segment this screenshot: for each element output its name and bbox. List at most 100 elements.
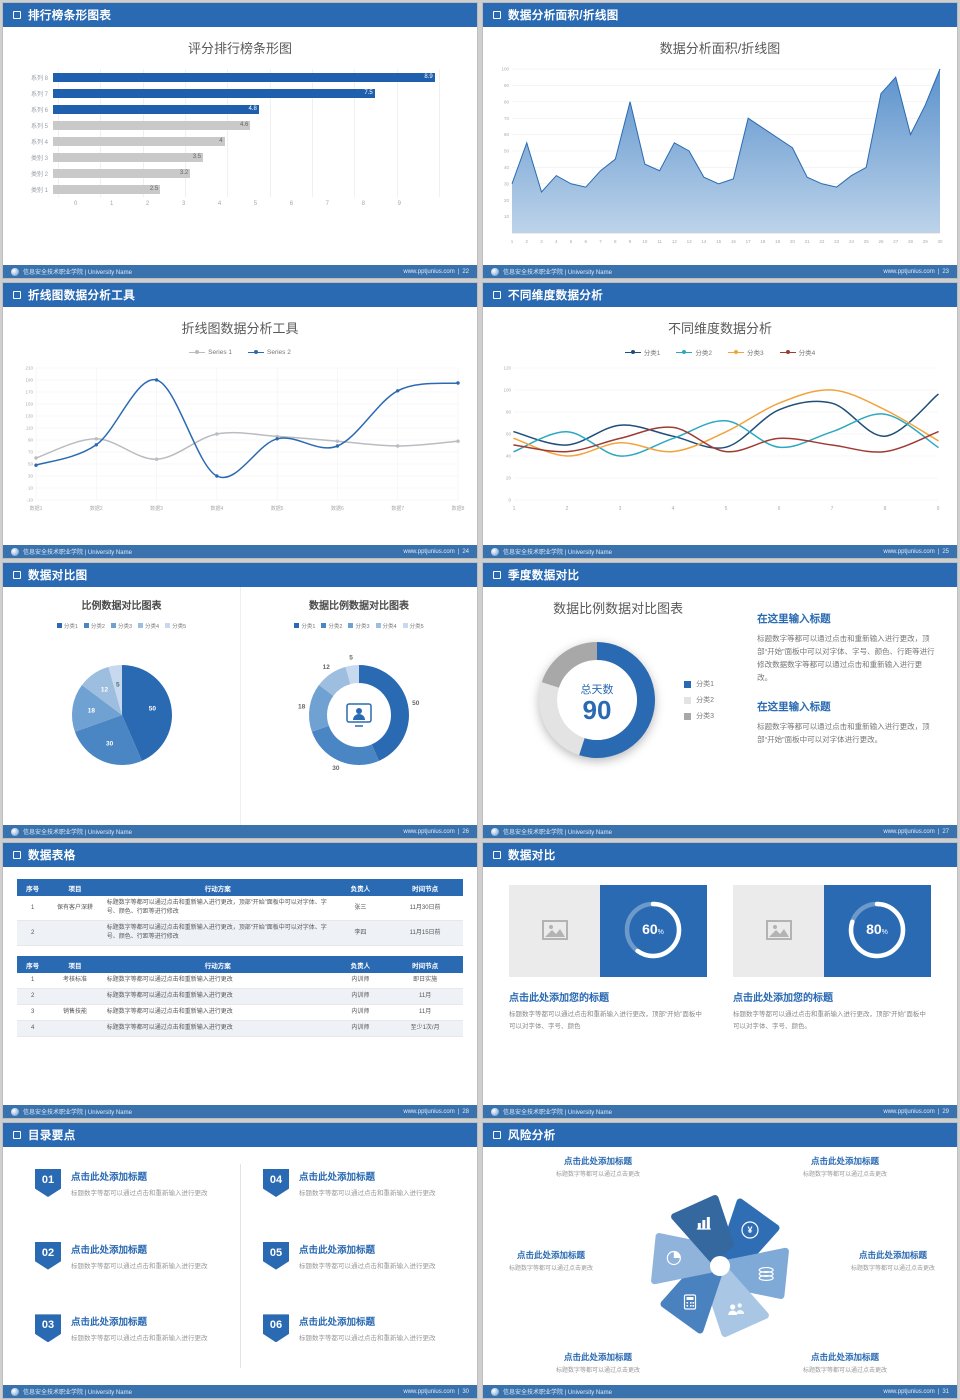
block-body: 标题数字等都可以通过点击和重新输入进行更改，顶部“开始”面板中可以对字体、字号、…	[757, 634, 935, 683]
pie-chart: 50 30 18 12 5	[71, 665, 172, 765]
legend-marker	[684, 680, 692, 688]
agenda-title: 点击此处添加标题	[299, 1172, 376, 1183]
slide-pie-comparison[interactable]: 数据对比图 比例数据对比图表 分类1 分类2 分类3 分类4 分类5 50 30 18 12 5…	[2, 562, 478, 839]
svg-text:23: 23	[834, 239, 840, 244]
bar-value: 8.9	[424, 74, 433, 80]
chart-title: 数据比例数据对比图表	[309, 601, 409, 612]
footer-site: www.pptjunius.com	[403, 1108, 455, 1115]
svg-text:40: 40	[506, 454, 512, 459]
slide-area-chart[interactable]: 数据分析面积/折线图 数据分析面积/折线图 10 20 30 40 50 60 70 80 90…	[482, 2, 958, 279]
slide-percent-comparison[interactable]: 数据对比 60% 点击此处添加您的标题 标题数字等都可以通过点击和重新输入进行更…	[482, 842, 958, 1119]
svg-text:60: 60	[504, 132, 510, 137]
square-bullet-icon	[493, 1131, 501, 1139]
pinwheel-label-title: 点击此处添加标题	[563, 1156, 632, 1166]
legend-item: 分类1	[294, 622, 315, 630]
legend-label: 分类2	[695, 350, 712, 358]
svg-text:16: 16	[731, 239, 737, 244]
legend-label: 分类2	[696, 697, 715, 704]
percent-card: 80% 点击此处添加您的标题 标题数字等都可以通过点击和重新输入进行更改，顶部“…	[733, 885, 931, 1032]
table-cell: 1	[17, 973, 49, 989]
table-cell: 即日实施	[387, 973, 463, 989]
logo-icon	[491, 547, 499, 556]
svg-text:50: 50	[28, 462, 34, 467]
table-header-row: 序号 项目 行动方案 负责人 时间节点	[17, 879, 463, 896]
bar: 8.9	[53, 72, 435, 82]
legend-marker	[138, 623, 144, 628]
square-bullet-icon	[493, 11, 501, 19]
svg-text:30: 30	[106, 740, 114, 747]
legend-item: 分类3	[684, 711, 714, 721]
agenda-description: 标题数字等都可以通过点击和重新输入进行更改	[71, 1335, 208, 1343]
slide-quarter-comparison[interactable]: 季度数据对比 数据比例数据对比图表 总天数 90 分类1 分类2 分类3	[482, 562, 958, 839]
svg-text:20: 20	[790, 239, 796, 244]
svg-text:18: 18	[87, 707, 95, 714]
legend-label: 分类1	[643, 350, 661, 358]
pinwheel-label: 点击此处添加标题 标题数字等都可以通过点击更改	[487, 1249, 615, 1272]
axis-tick: 9	[397, 201, 401, 207]
column-header: 项目	[48, 956, 102, 973]
slide-agenda-points[interactable]: 目录要点 01 点击此处添加标题 标题数字等都可以通过点击和重新输入进行更改 02 点击…	[2, 1122, 478, 1399]
svg-text:210: 210	[25, 366, 33, 371]
slide-header: 排行榜条形图表	[3, 3, 477, 27]
number-badge: 05	[263, 1241, 289, 1270]
logo-icon	[491, 1107, 499, 1116]
slide-header-title: 排行榜条形图表	[28, 10, 112, 22]
agenda-item: 01 点击此处添加标题 标题数字等都可以通过点击和重新输入进行更改	[35, 1161, 217, 1234]
svg-text:30: 30	[28, 474, 34, 479]
svg-text:8: 8	[884, 506, 887, 512]
agenda-item: 04 点击此处添加标题 标题数字等都可以通过点击和重新输入进行更改	[263, 1161, 445, 1234]
svg-text:30: 30	[937, 239, 943, 244]
axis-tick: 6	[289, 201, 294, 207]
svg-text:70: 70	[504, 116, 510, 121]
slide-footer: 信息安全技术职业学院 | University Name www.pptjuni…	[483, 545, 957, 558]
svg-text:12: 12	[672, 239, 678, 244]
data-table-1: 序号 项目 行动方案 负责人 时间节点 1 保有客户深耕 标题数字等都可以通过点击和重新输入进…	[17, 879, 463, 946]
svg-text:9: 9	[629, 239, 632, 244]
column-header: 行动方案	[101, 956, 334, 973]
slide-line-chart-tool[interactable]: 折线图数据分析工具 折线图数据分析工具 Series 1 Series 2 -10…	[2, 282, 478, 559]
svg-text:100: 100	[503, 388, 511, 393]
table-cell: 内训师	[333, 988, 388, 1005]
slide-header: 目录要点	[3, 1123, 477, 1147]
x-axis: 0 1 2 3 4 5 6 7 8 9	[74, 201, 401, 207]
slide-header: 风险分析	[483, 1123, 957, 1147]
slide-bar-ranking[interactable]: 排行榜条形图表 评分排行榜条形图 系列 8 8.9 系列 7 7.5 系列 6 4.8 系列…	[2, 2, 478, 279]
slide-footer: 信息安全技术职业学院 | University Name www.pptjuni…	[3, 825, 477, 838]
slide-header-title: 不同维度数据分析	[508, 290, 604, 302]
legend-label: 分类4	[382, 623, 397, 630]
footer-page-number: 22	[462, 268, 469, 275]
legend-item: 分类2	[321, 622, 342, 630]
legend-item: 分类2	[83, 622, 105, 630]
legend-item: 分类4	[138, 622, 159, 630]
legend-marker	[684, 696, 692, 704]
slide-header-title: 目录要点	[28, 1130, 76, 1142]
bar-value: 7.5	[364, 90, 373, 96]
number-badge: 01	[35, 1169, 61, 1197]
slide-header-title: 数据分析面积/折线图	[508, 10, 619, 22]
table-row: 2 标题数字等都可以通过点击和重新输入进行更改，顶部“开始”面板中可以对字体、字号…	[17, 920, 463, 946]
slide-data-tables[interactable]: 数据表格 序号 项目 行动方案 负责人 时间节点 1 保有客户深耕 标题数字等都可以通过点击和…	[2, 842, 478, 1119]
footer-page-number: 27	[942, 828, 949, 835]
column-header: 时间节点	[387, 956, 463, 973]
slide-header: 折线图数据分析工具	[3, 283, 477, 307]
legend-label: 分类4	[145, 623, 160, 630]
legend-marker	[684, 712, 692, 720]
legend-label: Series 1	[208, 348, 232, 356]
svg-text:110: 110	[26, 426, 34, 431]
bar-row: 系列 6 4.8	[19, 101, 439, 117]
axis-tick: 4	[217, 201, 222, 207]
svg-text:2: 2	[566, 506, 569, 512]
table-cell	[48, 988, 102, 1005]
slide-multi-dimension-lines[interactable]: 不同维度数据分析 不同维度数据分析 分类1 分类2 分类3 分类4 0 20 40 60 80…	[482, 282, 958, 559]
legend-item: 分类3	[728, 347, 764, 357]
footer-site: www.pptjunius.com	[403, 828, 455, 835]
svg-text:26: 26	[878, 239, 884, 244]
slide-risk-analysis[interactable]: 风险分析 ¥ 点击此处添加标题 标题数字等都可以通过点击更改 点击此处添加标题 标题数…	[482, 1122, 958, 1399]
text-panel: 在这里输入标题 标题数字等都可以通过点击和重新输入进行更改，顶部“开始”面板中可…	[753, 587, 957, 825]
chart-legend: 分类1 分类2 分类3 分类4 分类5	[3, 615, 240, 633]
bar-row: 系列 5 4.6	[19, 117, 439, 133]
footer-page-number: 26	[462, 828, 469, 835]
svg-text:10: 10	[504, 214, 510, 219]
svg-text:¥: ¥	[747, 1225, 752, 1235]
